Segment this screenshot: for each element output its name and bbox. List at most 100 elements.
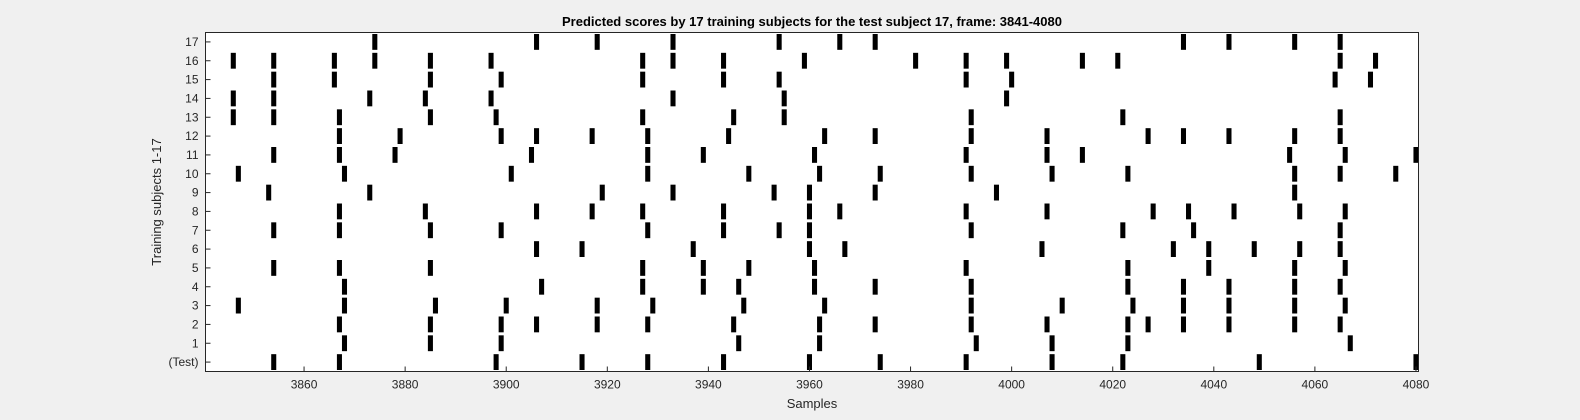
- event-mark: [1044, 147, 1050, 163]
- event-mark: [1413, 354, 1419, 370]
- y-tick-label: 14: [185, 91, 199, 105]
- event-mark: [336, 222, 342, 239]
- y-tick-label: 13: [185, 110, 199, 124]
- event-mark: [235, 165, 241, 182]
- event-mark: [1004, 90, 1010, 107]
- event-mark: [973, 335, 979, 352]
- event-mark: [271, 71, 277, 88]
- event-mark: [1049, 354, 1055, 370]
- event-mark: [736, 335, 742, 352]
- event-mark: [801, 52, 807, 69]
- event-mark: [1337, 241, 1343, 257]
- event-mark: [534, 128, 540, 144]
- event-mark: [427, 316, 433, 333]
- event-mark: [372, 34, 378, 50]
- event-mark: [806, 222, 812, 239]
- y-tick-label: 15: [185, 73, 199, 87]
- event-mark: [392, 147, 398, 163]
- event-mark: [670, 90, 676, 107]
- event-mark: [771, 184, 777, 201]
- event-mark: [331, 52, 337, 69]
- event-mark: [427, 260, 433, 276]
- event-mark: [968, 109, 974, 126]
- event-mark: [488, 52, 494, 69]
- x-tick-label: 4040: [1200, 378, 1227, 392]
- event-mark: [968, 128, 974, 144]
- event-mark: [640, 71, 646, 88]
- event-mark: [640, 109, 646, 126]
- event-mark: [993, 184, 1000, 201]
- event-mark: [731, 316, 737, 333]
- x-tick-label: 3940: [695, 378, 722, 392]
- event-mark: [963, 52, 969, 69]
- event-mark: [579, 241, 585, 257]
- event-mark: [721, 52, 727, 69]
- event-mark: [726, 128, 732, 144]
- event-mark: [372, 52, 378, 69]
- event-mark: [508, 165, 514, 182]
- event-mark: [963, 203, 969, 220]
- event-mark: [812, 278, 818, 295]
- event-mark: [427, 335, 433, 352]
- y-tick-label: (Test): [169, 355, 199, 369]
- y-tick-label: 9: [192, 186, 199, 200]
- event-mark: [427, 71, 433, 88]
- event-mark: [645, 147, 651, 163]
- event-mark: [336, 109, 342, 126]
- event-mark: [271, 109, 277, 126]
- event-mark: [1226, 128, 1232, 144]
- event-mark: [1292, 165, 1298, 182]
- event-mark: [1125, 316, 1131, 333]
- event-mark: [1231, 203, 1237, 220]
- event-mark: [1287, 147, 1293, 163]
- event-mark: [427, 222, 433, 239]
- event-mark: [1049, 335, 1055, 352]
- y-tick-label: 6: [192, 242, 199, 256]
- event-mark: [746, 260, 752, 276]
- event-mark: [266, 184, 272, 201]
- event-mark: [1337, 165, 1343, 182]
- event-mark: [1079, 52, 1085, 69]
- event-mark: [1251, 241, 1257, 257]
- event-mark: [670, 34, 676, 50]
- event-mark: [968, 316, 974, 333]
- event-mark: [271, 354, 277, 370]
- event-mark: [1297, 203, 1303, 220]
- event-mark: [336, 316, 342, 333]
- event-mark: [1009, 71, 1015, 88]
- event-mark: [498, 71, 504, 88]
- event-mark: [776, 71, 782, 88]
- event-mark: [1292, 260, 1298, 276]
- event-mark: [690, 241, 696, 257]
- event-mark: [670, 184, 676, 201]
- event-mark: [427, 52, 433, 69]
- y-tick-label: 16: [185, 54, 199, 68]
- event-mark: [1180, 297, 1187, 314]
- event-mark: [1292, 184, 1298, 201]
- event-mark: [645, 128, 651, 144]
- event-mark: [539, 278, 545, 295]
- event-mark: [700, 147, 706, 163]
- event-mark: [1125, 165, 1131, 182]
- event-mark: [594, 297, 600, 314]
- event-mark: [589, 203, 595, 220]
- event-mark: [331, 71, 337, 88]
- event-mark: [271, 222, 277, 239]
- event-mark: [235, 297, 241, 314]
- event-mark: [1226, 34, 1232, 50]
- event-mark: [741, 297, 747, 314]
- y-tick-label: 8: [192, 204, 199, 218]
- event-mark: [498, 335, 504, 352]
- event-mark: [872, 34, 878, 50]
- event-mark: [963, 354, 969, 370]
- event-mark: [872, 316, 878, 333]
- event-mark: [1342, 203, 1348, 220]
- event-mark: [1059, 297, 1065, 314]
- event-mark: [579, 354, 585, 370]
- event-mark: [1292, 34, 1298, 50]
- event-mark: [1130, 297, 1136, 314]
- x-axis-label: Samples: [787, 396, 838, 411]
- event-mark: [1180, 278, 1187, 295]
- event-mark: [1180, 316, 1187, 333]
- event-mark: [1120, 354, 1126, 370]
